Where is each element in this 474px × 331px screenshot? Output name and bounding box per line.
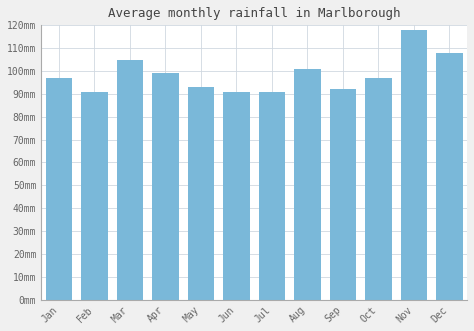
Title: Average monthly rainfall in Marlborough: Average monthly rainfall in Marlborough (108, 7, 401, 20)
Bar (436, 53, 463, 300)
Bar (258, 92, 285, 300)
Bar (365, 78, 392, 300)
Bar (46, 78, 72, 300)
Bar (188, 87, 214, 300)
Bar (152, 73, 179, 300)
Bar (329, 89, 356, 300)
Bar (81, 92, 108, 300)
Bar (117, 60, 143, 300)
Bar (223, 92, 250, 300)
Bar (294, 69, 321, 300)
Bar (401, 30, 427, 300)
